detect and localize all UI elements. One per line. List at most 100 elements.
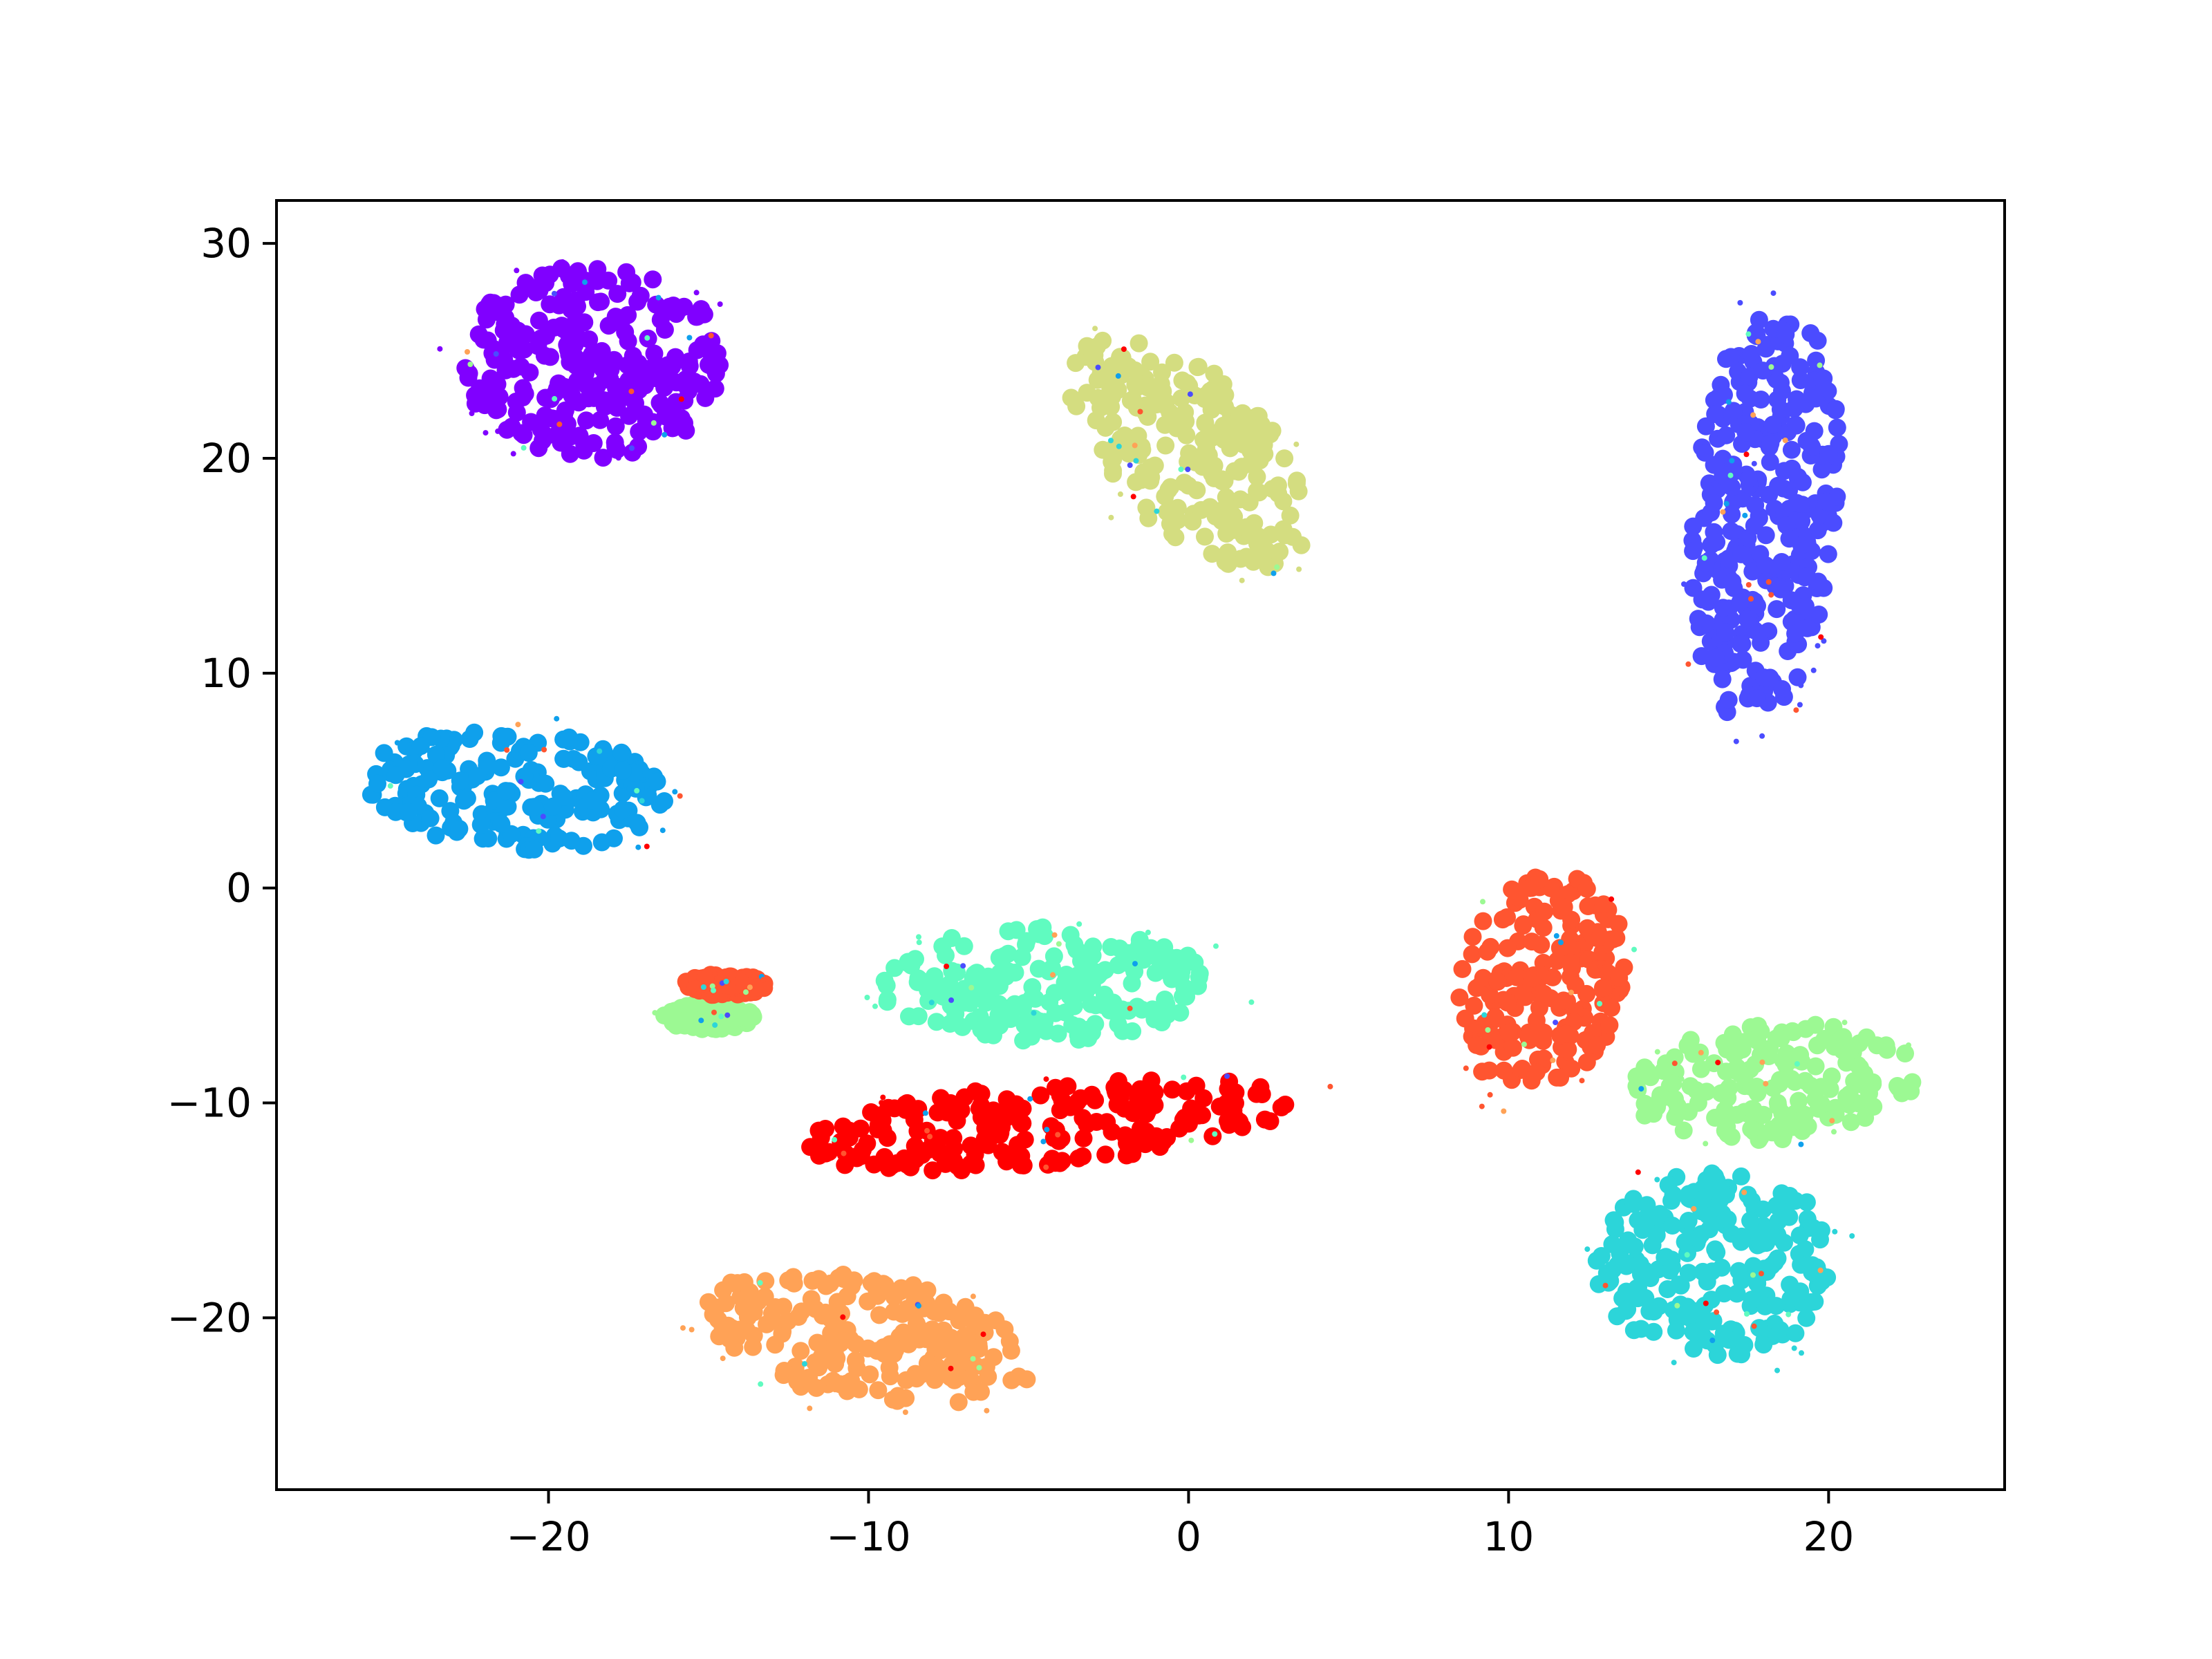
scatter-point bbox=[1806, 1293, 1824, 1311]
scatter-point bbox=[1696, 554, 1715, 572]
noise-point bbox=[1212, 1131, 1218, 1137]
scatter-point bbox=[931, 1129, 950, 1147]
scatter-point bbox=[1793, 473, 1812, 491]
scatter-point bbox=[1133, 440, 1152, 459]
outlier-point bbox=[1248, 999, 1255, 1005]
noise-point bbox=[1709, 1338, 1716, 1343]
scatter-point bbox=[1609, 915, 1628, 933]
scatter-point bbox=[1111, 348, 1130, 366]
scatter-point bbox=[554, 288, 573, 306]
noise-point bbox=[1763, 1080, 1769, 1087]
scatter-point bbox=[1237, 547, 1256, 566]
noise-point bbox=[425, 747, 431, 753]
outlier-point bbox=[1092, 326, 1098, 332]
noise-point bbox=[743, 989, 749, 995]
scatter-point bbox=[592, 833, 611, 852]
noise-point bbox=[1031, 1010, 1037, 1016]
noise-point bbox=[976, 1365, 982, 1371]
scatter-point bbox=[1770, 1071, 1789, 1089]
scatter-point bbox=[953, 1018, 972, 1036]
outlier-point bbox=[644, 843, 650, 850]
scatter-point bbox=[1031, 1086, 1050, 1105]
outlier-point bbox=[1296, 566, 1302, 572]
scatter-point bbox=[1559, 1040, 1577, 1059]
scatter-point bbox=[1792, 512, 1811, 530]
outlier-point bbox=[559, 259, 565, 265]
scatter-point bbox=[995, 946, 1014, 965]
outlier-point bbox=[1463, 1065, 1469, 1071]
scatter-point bbox=[1773, 679, 1791, 698]
scatter-point bbox=[1068, 966, 1087, 985]
noise-point bbox=[970, 1356, 976, 1362]
scatter-point bbox=[1781, 346, 1799, 365]
scatter-point bbox=[1692, 647, 1711, 666]
scatter-point bbox=[1768, 1226, 1787, 1244]
scatter-point bbox=[1877, 1040, 1896, 1059]
outlier-point bbox=[1810, 667, 1817, 673]
scatter-point bbox=[1736, 384, 1754, 403]
scatter-point bbox=[1723, 505, 1741, 524]
scatter-point bbox=[1769, 1212, 1788, 1230]
scatter-point bbox=[655, 792, 673, 810]
scatter-point bbox=[1111, 1089, 1130, 1107]
noise-point bbox=[597, 748, 603, 754]
outlier-point bbox=[1239, 577, 1245, 583]
scatter-point bbox=[1194, 431, 1213, 449]
scatter-point bbox=[858, 1134, 877, 1153]
scatter-point bbox=[1797, 1309, 1816, 1327]
scatter-point bbox=[1499, 1024, 1518, 1042]
noise-point bbox=[1481, 1012, 1488, 1018]
scatter-point bbox=[1535, 902, 1554, 921]
noise-point bbox=[1121, 346, 1127, 353]
scatter-point bbox=[972, 1085, 991, 1103]
scatter-point bbox=[1592, 1247, 1611, 1265]
scatter-point bbox=[1562, 1059, 1581, 1078]
scatter-point bbox=[635, 405, 653, 424]
scatter-point bbox=[1082, 976, 1101, 995]
scatter-point bbox=[917, 1330, 935, 1349]
scatter-point bbox=[1562, 953, 1580, 972]
scatter-point bbox=[1069, 1149, 1088, 1168]
cluster-11 bbox=[677, 966, 774, 1004]
scatter-point bbox=[1474, 912, 1492, 930]
scatter-point bbox=[1128, 1098, 1147, 1116]
noise-point bbox=[1185, 467, 1191, 472]
scatter-point bbox=[1514, 917, 1533, 935]
scatter-point bbox=[1785, 398, 1804, 417]
scatter-point bbox=[1724, 456, 1743, 474]
noise-point bbox=[650, 420, 657, 426]
scatter-point bbox=[541, 265, 559, 284]
scatter-point bbox=[991, 964, 1009, 982]
noise-point bbox=[948, 1365, 954, 1371]
scatter-point bbox=[1747, 689, 1766, 708]
y-tick-label: 0 bbox=[226, 865, 252, 912]
scatter-point bbox=[807, 1378, 826, 1397]
scatter-point bbox=[1604, 930, 1622, 948]
scatter-point bbox=[1071, 1089, 1090, 1107]
noise-point bbox=[1597, 964, 1604, 970]
noise-point bbox=[698, 1018, 704, 1024]
scatter-point bbox=[1534, 919, 1553, 937]
scatter-point bbox=[865, 1272, 883, 1291]
noise-point bbox=[1132, 961, 1138, 967]
scatter-point bbox=[1205, 456, 1224, 475]
scatter-point bbox=[1660, 1262, 1679, 1280]
scatter-point bbox=[828, 1293, 847, 1311]
scatter-point bbox=[1617, 1257, 1635, 1275]
outlier-point bbox=[652, 1010, 658, 1016]
outlier-point bbox=[688, 1327, 695, 1333]
scatter-point bbox=[1788, 668, 1807, 686]
scatter-point bbox=[1788, 494, 1806, 512]
scatter-point bbox=[1125, 361, 1144, 379]
scatter-point bbox=[1577, 879, 1596, 898]
scatter-point bbox=[1156, 487, 1174, 506]
noise-point bbox=[1678, 1076, 1685, 1082]
scatter-point bbox=[1098, 1113, 1116, 1132]
scatter-point bbox=[496, 361, 515, 379]
scatter-point bbox=[639, 359, 657, 378]
scatter-point bbox=[791, 1342, 810, 1360]
noise-point bbox=[552, 395, 558, 402]
scatter-point bbox=[1731, 593, 1750, 612]
outlier-point bbox=[1809, 1018, 1815, 1024]
noise-point bbox=[927, 1134, 933, 1140]
